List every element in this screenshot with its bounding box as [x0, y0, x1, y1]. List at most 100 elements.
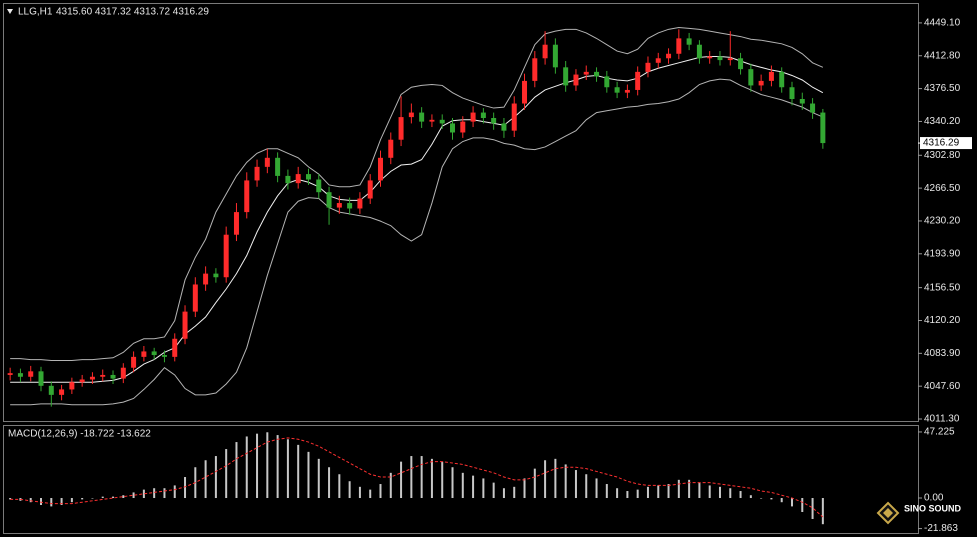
candle-body: [439, 119, 445, 124]
y-tick-label: 4156.50: [924, 282, 961, 293]
macd-bar: [646, 486, 649, 499]
candle-body: [419, 112, 425, 122]
candle-body: [501, 123, 507, 131]
candle-body: [100, 374, 106, 377]
macd-panel-border: [3, 425, 919, 534]
candle-body: [79, 379, 85, 383]
y-tick-label: 4120.20: [924, 315, 961, 326]
menu-arrow[interactable]: [7, 9, 13, 14]
candle-body: [89, 376, 95, 380]
macd-bar: [81, 498, 84, 500]
macd-bar: [780, 498, 783, 503]
candle-body: [285, 175, 291, 184]
candle-body: [542, 44, 548, 59]
macd-bar: [698, 482, 701, 499]
candle-body: [552, 44, 558, 68]
macd-bar: [50, 498, 53, 507]
macd-bar: [225, 449, 228, 499]
candle-body: [264, 157, 270, 167]
macd-bar: [40, 498, 43, 506]
macd-bar: [688, 479, 691, 499]
macd-bar: [667, 484, 670, 499]
macd-bar: [122, 495, 125, 499]
macd-bar: [420, 456, 423, 499]
macd-bar: [564, 464, 567, 499]
macd-bar: [286, 439, 289, 499]
candle-body: [563, 67, 569, 86]
candle-body: [17, 373, 23, 377]
candle-body: [120, 367, 126, 379]
candle-body: [779, 71, 785, 88]
candle-body: [367, 180, 373, 199]
candle-body: [470, 112, 476, 122]
macd-bar: [574, 470, 577, 499]
candle-body: [480, 112, 486, 118]
y-tick-label: 4011.30: [924, 414, 960, 425]
macd-bar: [760, 498, 763, 499]
y-tick-label: 4193.90: [924, 248, 961, 259]
logo-text: SINO SOUND: [904, 503, 962, 513]
macd-bar: [256, 433, 259, 499]
candle-body: [357, 198, 363, 209]
candle-body: [388, 139, 394, 158]
macd-bar: [60, 498, 63, 506]
macd-bar: [461, 472, 464, 499]
candle-body: [398, 117, 404, 140]
candle-body: [748, 69, 754, 86]
macd-bar: [245, 436, 248, 499]
candle-body: [696, 44, 702, 59]
macd-bar: [163, 488, 166, 499]
candle-body: [336, 203, 342, 208]
y-tick-label: 47.225: [924, 427, 955, 438]
candle-body: [450, 123, 456, 133]
macd-bar: [328, 467, 331, 499]
macd-bar: [132, 492, 135, 499]
macd-bar: [266, 432, 269, 499]
candle-body: [295, 174, 301, 184]
band-line: [10, 78, 824, 406]
macd-bar: [317, 458, 320, 499]
macd-bar: [739, 491, 742, 499]
macd-bar: [358, 486, 361, 499]
macd-bar: [348, 481, 351, 499]
macd-bar: [749, 495, 752, 499]
macd-signal: [10, 437, 824, 518]
candle-body: [7, 373, 13, 375]
last-price-tag: [920, 137, 972, 150]
macd-bar: [184, 477, 187, 499]
candle-body: [758, 80, 764, 86]
macd-bar: [790, 498, 793, 507]
candle-body: [131, 356, 137, 368]
macd-bar: [585, 474, 588, 499]
macd-bar: [626, 491, 629, 499]
main-panel-border: [3, 3, 919, 422]
last-price-label: 4316.29: [923, 138, 960, 149]
macd-bar: [533, 468, 536, 499]
candle-body: [151, 351, 157, 356]
candle-body: [161, 355, 167, 357]
candle-body: [38, 371, 44, 386]
macd-bar: [616, 488, 619, 499]
candle-body: [645, 62, 651, 72]
macd-bar: [410, 456, 413, 499]
candle-body: [624, 89, 630, 93]
macd-bar: [605, 484, 608, 499]
candle-body: [429, 119, 435, 122]
macd-bar: [91, 498, 94, 499]
macd-bar: [657, 485, 660, 499]
candle-body: [789, 87, 795, 99]
candle-body: [511, 103, 517, 131]
macd-bar: [677, 479, 680, 499]
macd-bar: [101, 496, 104, 499]
candle-body: [244, 180, 250, 213]
macd-bar: [307, 451, 310, 499]
macd-bar: [400, 461, 403, 499]
macd-bar: [214, 456, 217, 499]
macd-bar: [379, 484, 382, 499]
macd-bar: [369, 489, 372, 499]
logo: SINO SOUND: [876, 501, 962, 525]
macd-bar: [173, 485, 176, 499]
